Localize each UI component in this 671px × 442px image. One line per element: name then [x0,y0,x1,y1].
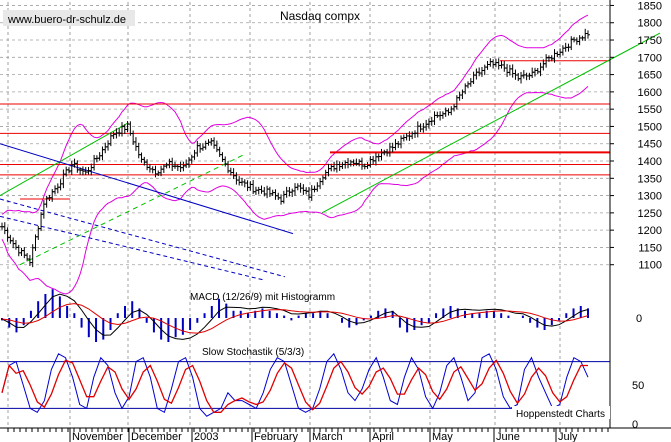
month-label: June [496,431,520,442]
stochastic-d-line [1,359,588,413]
macd-label: MACD (12/26/9) mit Histogramm [190,292,335,303]
price-panel [0,14,661,295]
stochastic-panel [0,352,610,417]
price-tick-label: 1850 [638,0,662,12]
month-label: November [72,431,123,442]
watermark-text: www.buero-dr-schulz.de [7,14,126,26]
price-tick-label: 1700 [638,52,662,64]
trendline-up-1 [0,122,129,197]
stochastic-tick-label: 50 [632,380,644,392]
macd-signal-line [1,303,589,334]
price-tick-label: 1300 [638,191,662,203]
price-tick-label: 1650 [638,70,662,82]
price-tick-label: 1100 [638,260,662,272]
month-label: February [254,431,299,442]
month-label: March [312,431,343,442]
macd-line [1,293,589,340]
watermark-box [3,10,135,26]
price-tick-label: 1400 [638,156,662,168]
price-tick-label: 1150 [638,242,662,254]
grid-lines [0,2,610,428]
month-label: 2003 [194,431,218,442]
chart-title: Nasdaq compx [280,9,360,23]
stochastic-tick-label: 0 [632,419,638,431]
credit-box [512,406,610,419]
credit-text: Hoppenstedt Charts [516,409,605,420]
month-label: May [432,431,453,442]
month-label: April [372,431,394,442]
trendline-down-dashed-1 [0,198,286,278]
price-tick-label: 1350 [638,173,662,185]
price-tick-label: 1750 [638,35,662,47]
stochastic-label: Slow Stochastik (5/3/3) [202,347,304,358]
price-tick-label: 1500 [638,121,662,133]
price-tick-label: 1550 [638,104,662,116]
month-label: December [131,431,182,442]
month-label: July [558,431,578,442]
trendline-up-2 [321,32,661,214]
trendline-down [0,143,294,235]
price-tick-label: 1600 [638,87,662,99]
bollinger-lower [1,86,589,295]
price-tick-label: 1800 [638,18,662,30]
price-tick-label: 1200 [638,225,662,237]
price-tick-label: 1450 [638,139,662,151]
macd-zero-label: 0 [636,313,642,325]
macd-panel [1,289,589,342]
trendline-down-dashed-2 [0,215,266,281]
trendline-up-dashed [19,153,246,266]
bollinger-upper [1,14,589,215]
stochastic-k-line [1,352,589,417]
price-tick-label: 1250 [638,208,662,220]
